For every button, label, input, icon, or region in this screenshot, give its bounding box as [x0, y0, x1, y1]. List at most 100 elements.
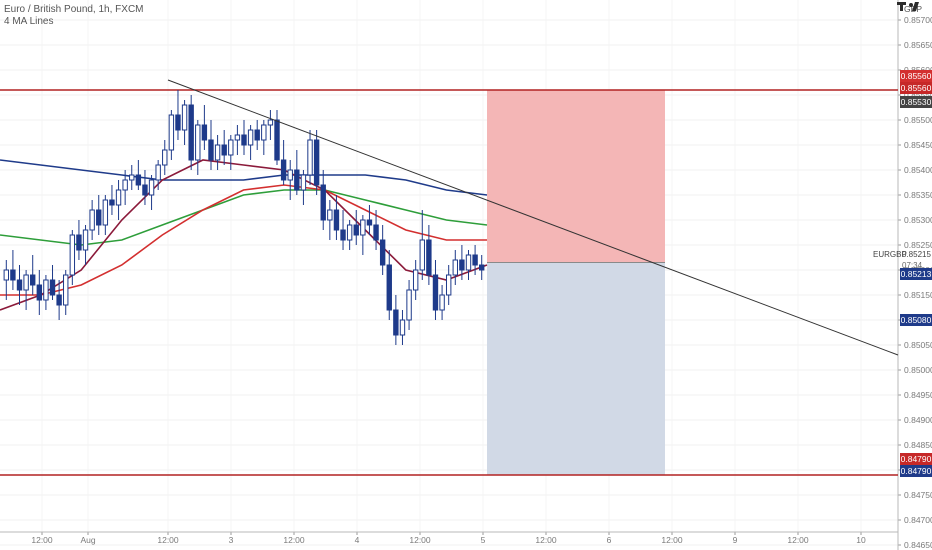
- candle-body: [181, 104, 188, 131]
- lower-line-tag: 0.84790: [900, 453, 932, 465]
- candle-body: [287, 169, 293, 181]
- candle-body: [76, 234, 82, 251]
- x-tick-label: 12:00: [787, 535, 809, 545]
- candle-body: [155, 164, 161, 181]
- candle-body: [313, 139, 320, 186]
- x-tick-label: 5: [481, 535, 486, 545]
- x-tick-label: Aug: [80, 535, 95, 545]
- y-tick-label: 0.84950: [904, 390, 932, 400]
- candle-body: [333, 209, 340, 231]
- candle-body: [201, 124, 208, 141]
- moving-average-line: [0, 159, 488, 311]
- y-tick-label: 0.85450: [904, 140, 932, 150]
- candle-body: [221, 144, 227, 156]
- x-tick-label: 9: [733, 535, 738, 545]
- candle-body: [3, 269, 10, 281]
- tradingview-logo-icon: [897, 2, 919, 11]
- candle-body: [353, 224, 359, 236]
- candle-body: [465, 254, 472, 271]
- candle-body: [208, 139, 214, 161]
- reward-zone: [487, 262, 665, 475]
- candle-body: [452, 259, 458, 276]
- y-tick-label: 0.84850: [904, 440, 932, 450]
- candle-body: [360, 219, 366, 236]
- candle-body: [23, 274, 29, 291]
- candle-body: [412, 269, 419, 291]
- candle-body: [241, 134, 247, 146]
- candle-body: [399, 319, 406, 336]
- candle-body: [175, 114, 181, 131]
- y-tick-label: 0.85250: [904, 240, 932, 250]
- candle-body: [300, 174, 307, 191]
- lower-line-tag-b: 0.84790: [900, 465, 932, 477]
- candle-body: [43, 279, 49, 301]
- x-tick-label: 10: [856, 535, 866, 545]
- candle-body: [393, 309, 399, 336]
- y-tick-label: 0.85050: [904, 340, 932, 350]
- candle-body: [247, 129, 254, 146]
- candle-body: [234, 134, 241, 141]
- candle-body: [366, 219, 373, 226]
- candle-body: [102, 199, 109, 226]
- candle-body: [69, 234, 76, 276]
- candle-body: [135, 174, 142, 186]
- candle-body: [195, 124, 201, 161]
- candle-body: [254, 129, 260, 141]
- y-tick-label: 0.85650: [904, 40, 932, 50]
- y-tick-label: 0.85550: [904, 90, 932, 100]
- symbol-label: EURGBP: [873, 250, 907, 259]
- candle-body: [386, 264, 392, 311]
- y-tick-label: 0.85400: [904, 165, 932, 175]
- moving-average-line: [0, 159, 488, 196]
- x-tick-label: 12:00: [661, 535, 683, 545]
- x-tick-label: 4: [355, 535, 360, 545]
- candle-body: [122, 179, 128, 191]
- y-tick-label: 0.84700: [904, 515, 932, 525]
- candle-body: [148, 179, 155, 196]
- y-tick-label: 0.84650: [904, 540, 932, 550]
- candle-body: [56, 294, 62, 306]
- candle-body: [109, 199, 115, 206]
- candle-body: [82, 229, 89, 251]
- symbol-value: 0.85215: [902, 250, 931, 259]
- candle-body: [115, 189, 122, 206]
- y-tick-label: 0.85150: [904, 290, 932, 300]
- candle-body: [294, 169, 300, 191]
- low-price-tag: 0.85080: [900, 314, 932, 326]
- candle-body: [49, 279, 56, 296]
- candle-body: [142, 184, 148, 196]
- last-price-tag: 0.85213: [900, 268, 932, 280]
- bar-countdown: 07:34: [902, 261, 923, 270]
- candle-body: [307, 139, 313, 176]
- trendline: [167, 79, 899, 356]
- stop-tag: 0.85530: [900, 96, 932, 108]
- x-tick-label: 12:00: [31, 535, 53, 545]
- risk-zone: [487, 90, 665, 263]
- candle-body: [214, 144, 221, 161]
- candle-body: [459, 259, 465, 271]
- candle-body: [16, 279, 23, 291]
- y-tick-label: 0.85350: [904, 190, 932, 200]
- candle-body: [406, 289, 412, 321]
- candle-body: [188, 104, 194, 161]
- candle-body: [373, 224, 379, 241]
- candle-body: [432, 274, 439, 311]
- candle-body: [472, 254, 478, 266]
- candle-body: [426, 239, 432, 276]
- candle-body: [63, 274, 69, 306]
- candle-body: [439, 294, 445, 311]
- y-tick-label: 0.84750: [904, 490, 932, 500]
- upper-line-tag-b: 0.85560: [900, 82, 932, 94]
- candle-body: [320, 184, 326, 221]
- chart-title: Euro / British Pound, 1h, FXCM: [4, 4, 144, 15]
- y-tick-label: 0.85700: [904, 15, 932, 25]
- candle-body: [379, 239, 386, 266]
- candle-body: [478, 264, 485, 271]
- candle-body: [168, 114, 175, 151]
- x-tick-label: 12:00: [535, 535, 557, 545]
- y-tick-label: 0.85500: [904, 115, 932, 125]
- indicator-label: 4 MA Lines: [4, 16, 54, 27]
- upper-line-tag: 0.85560: [900, 70, 932, 82]
